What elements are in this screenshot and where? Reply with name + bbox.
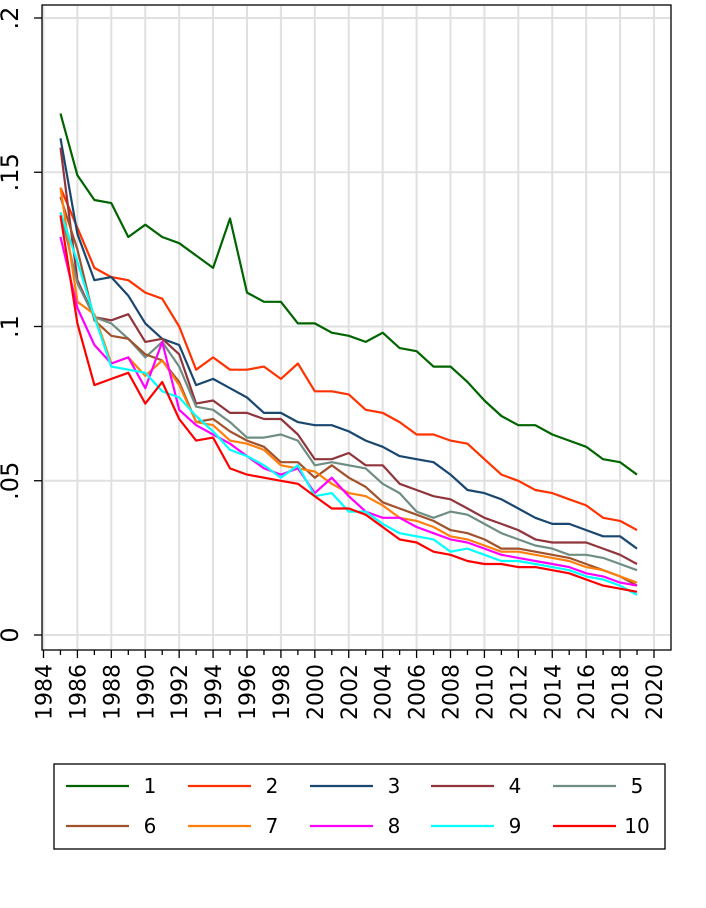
x-tick-label: 2008 xyxy=(440,664,465,720)
x-tick-label: 2010 xyxy=(473,664,498,720)
x-tick-label: 1992 xyxy=(168,664,193,720)
series-line-8 xyxy=(59,236,638,587)
series-line-9 xyxy=(59,212,638,596)
legend-box xyxy=(53,763,666,850)
series-line-4 xyxy=(59,147,638,565)
x-tick-label: 1990 xyxy=(134,664,159,720)
legend-label: 6 xyxy=(144,814,157,838)
x-tick-label: 1984 xyxy=(33,664,58,720)
series-line-5 xyxy=(59,212,638,572)
series-line-3 xyxy=(59,138,638,550)
x-tick-label: 2012 xyxy=(507,664,532,720)
y-tick-label: 0 xyxy=(0,627,24,642)
x-tick-label: 2018 xyxy=(609,664,634,720)
gridlines xyxy=(42,6,670,649)
x-tick-label: 2016 xyxy=(575,664,600,720)
y-tick-label: .1 xyxy=(0,315,24,338)
series-line-7 xyxy=(59,187,638,584)
legend-label: 2 xyxy=(266,774,279,798)
y-tick-label: .15 xyxy=(0,153,24,191)
legend-label: 10 xyxy=(624,814,649,838)
x-tick-label: 2002 xyxy=(338,664,363,720)
legend-label: 7 xyxy=(266,814,279,838)
legend-label: 1 xyxy=(144,774,157,798)
x-tick-label: 1986 xyxy=(66,664,91,720)
x-tick-label: 2014 xyxy=(541,664,566,720)
series-line-1 xyxy=(59,113,638,476)
plot-frame xyxy=(41,4,672,651)
x-tick-label: 1988 xyxy=(100,664,125,720)
series-lines xyxy=(59,113,638,596)
x-tick-label: 1998 xyxy=(270,664,295,720)
legend-label: 8 xyxy=(388,814,401,838)
x-tick-label: 1996 xyxy=(236,664,261,720)
legend-label: 5 xyxy=(631,774,644,798)
y-tick-label: .05 xyxy=(0,462,24,500)
legend-label: 3 xyxy=(388,774,401,798)
legend: 1 2 3 4 5 6 7 8 9 10 xyxy=(53,763,666,850)
legend-label: 9 xyxy=(509,814,522,838)
x-tick-label: 2020 xyxy=(643,664,668,720)
series-line-2 xyxy=(59,187,638,532)
y-tick-label: .2 xyxy=(0,7,24,30)
axes: 0 .05 .1 .15 .2 1984 1986 1988 1990 1992 1994 1996 1… xyxy=(0,4,672,720)
x-tick-label: 2006 xyxy=(406,664,431,720)
x-tick-label: 2000 xyxy=(304,664,329,720)
x-tick-label: 1994 xyxy=(202,664,227,720)
x-tick-label: 2004 xyxy=(372,664,397,720)
series-line-10 xyxy=(59,215,638,593)
legend-label: 4 xyxy=(509,774,522,798)
